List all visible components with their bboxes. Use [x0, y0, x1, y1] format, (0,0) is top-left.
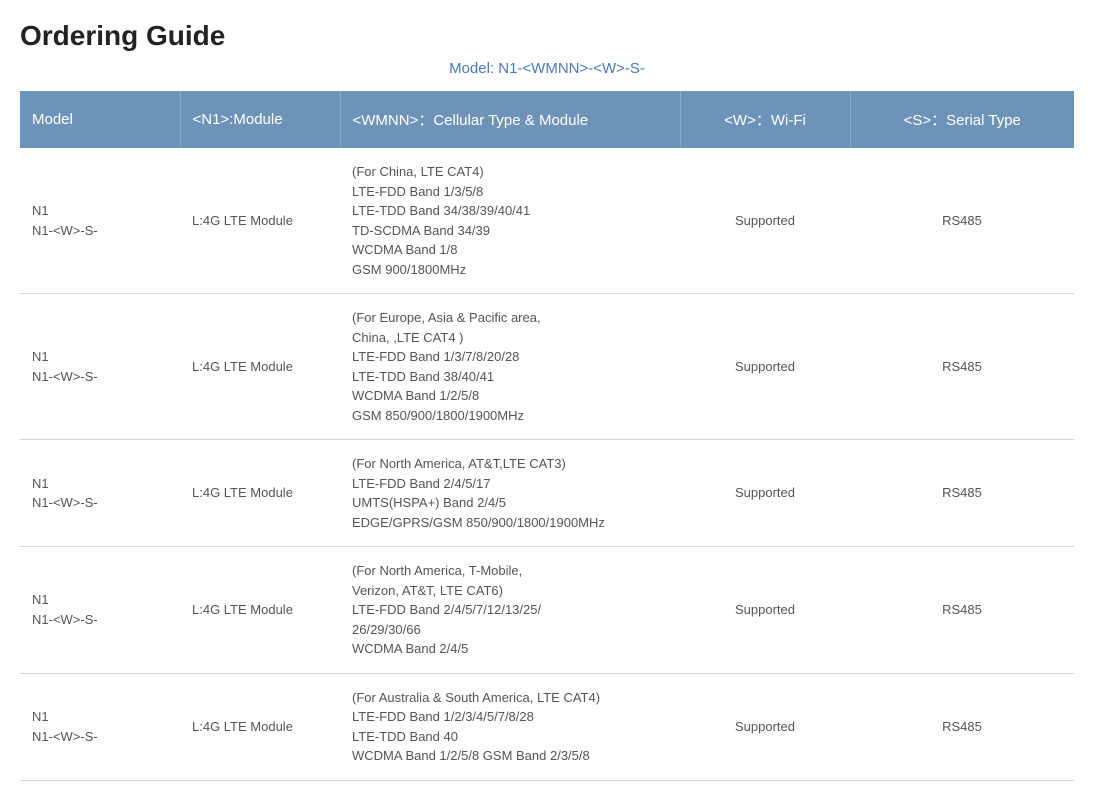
cell-module: L:4G LTE Module [180, 148, 340, 294]
cell-wifi: Supported [680, 673, 850, 780]
col-header-module: <N1>:Module [180, 91, 340, 148]
cell-cellular-line: LTE-FDD Band 1/3/5/8 [352, 182, 668, 202]
cell-cellular-line: LTE-TDD Band 40 [352, 727, 668, 747]
cell-cellular-line: TD-SCDMA Band 34/39 [352, 221, 668, 241]
cell-cellular-line: LTE-TDD Band 34/38/39/40/41 [352, 201, 668, 221]
cell-wifi: Supported [680, 547, 850, 674]
cell-module-line: L:4G LTE Module [192, 357, 328, 377]
cell-model-line: N1-<W>-S- [32, 493, 168, 513]
cell-cellular-line: WCDMA Band 1/8 [352, 240, 668, 260]
cell-module: L:4G LTE Module [180, 547, 340, 674]
cell-cellular: (For Europe, Asia & Pacific area,China, … [340, 294, 680, 440]
cell-model-line: N1 [32, 474, 168, 494]
cell-module-line: L:4G LTE Module [192, 483, 328, 503]
cell-model-line: N1-<W>-S- [32, 221, 168, 241]
table-row: N1N1-<W>-S- L:4G LTE Module (For China, LT… [20, 148, 1074, 294]
cell-cellular-line: (For Australia & South America, LTE CAT4… [352, 688, 668, 708]
col-header-model: Model [20, 91, 180, 148]
model-subtitle: Model: N1-<WMNN>-<W>-S- [20, 60, 1074, 77]
cell-model-line: N1 [32, 347, 168, 367]
cell-cellular-line: Verizon, AT&T, LTE CAT6) [352, 581, 668, 601]
cell-model: N1N1-<W>-S- [20, 440, 180, 547]
ordering-table: Model <N1>:Module <WMNN>：Cellular Type &… [20, 91, 1074, 781]
col-header-cellular: <WMNN>：Cellular Type & Module [340, 91, 680, 148]
cell-cellular-line: WCDMA Band 2/4/5 [352, 639, 668, 659]
cell-cellular-line: WCDMA Band 1/2/5/8 GSM Band 2/3/5/8 [352, 746, 668, 766]
cell-model: N1N1-<W>-S- [20, 547, 180, 674]
col-header-serial: <S>：Serial Type [850, 91, 1074, 148]
cell-cellular: (For North America, T-Mobile,Verizon, AT… [340, 547, 680, 674]
cell-module-line: L:4G LTE Module [192, 211, 328, 231]
cell-model-line: N1-<W>-S- [32, 727, 168, 747]
table-row: N1N1-<W>-S- L:4G LTE Module (For Europe, A… [20, 294, 1074, 440]
cell-module-line: L:4G LTE Module [192, 600, 328, 620]
cell-model-line: N1-<W>-S- [32, 367, 168, 387]
cell-module: L:4G LTE Module [180, 294, 340, 440]
cell-cellular-line: (For China, LTE CAT4) [352, 162, 668, 182]
cell-model-line: N1-<W>-S- [32, 610, 168, 630]
cell-module: L:4G LTE Module [180, 440, 340, 547]
table-row: N1N1-<W>-S- L:4G LTE Module (For Australia… [20, 673, 1074, 780]
cell-cellular-line: LTE-FDD Band 2/4/5/17 [352, 474, 668, 494]
cell-cellular-line: GSM 850/900/1800/1900MHz [352, 406, 668, 426]
cell-cellular-line: LTE-FDD Band 1/3/7/8/20/28 [352, 347, 668, 367]
cell-model-line: N1 [32, 201, 168, 221]
col-header-wifi: <W>：Wi-Fi [680, 91, 850, 148]
cell-cellular: (For China, LTE CAT4)LTE-FDD Band 1/3/5/… [340, 148, 680, 294]
cell-cellular-line: LTE-FDD Band 1/2/3/4/5/7/8/28 [352, 707, 668, 727]
cell-cellular-line: LTE-TDD Band 38/40/41 [352, 367, 668, 387]
cell-cellular-line: 26/29/30/66 [352, 620, 668, 640]
cell-cellular-line: (For Europe, Asia & Pacific area, [352, 308, 668, 328]
cell-serial: RS485 [850, 440, 1074, 547]
table-row: N1N1-<W>-S- L:4G LTE Module (For North Ame… [20, 547, 1074, 674]
cell-model: N1N1-<W>-S- [20, 148, 180, 294]
cell-serial: RS485 [850, 673, 1074, 780]
cell-model: N1N1-<W>-S- [20, 294, 180, 440]
cell-model: N1N1-<W>-S- [20, 673, 180, 780]
cell-model-line: N1 [32, 590, 168, 610]
cell-cellular-line: LTE-FDD Band 2/4/5/7/12/13/25/ [352, 600, 668, 620]
table-header-row: Model <N1>:Module <WMNN>：Cellular Type &… [20, 91, 1074, 148]
cell-serial: RS485 [850, 547, 1074, 674]
page-title: Ordering Guide [20, 20, 1074, 52]
cell-cellular-line: (For North America, T-Mobile, [352, 561, 668, 581]
cell-cellular-line: UMTS(HSPA+) Band 2/4/5 [352, 493, 668, 513]
cell-module-line: L:4G LTE Module [192, 717, 328, 737]
cell-model-line: N1 [32, 707, 168, 727]
cell-cellular-line: (For North America, AT&T,LTE CAT3) [352, 454, 668, 474]
cell-cellular-line: GSM 900/1800MHz [352, 260, 668, 280]
cell-cellular: (For North America, AT&T,LTE CAT3)LTE-FD… [340, 440, 680, 547]
cell-serial: RS485 [850, 148, 1074, 294]
cell-serial: RS485 [850, 294, 1074, 440]
cell-cellular-line: EDGE/GPRS/GSM 850/900/1800/1900MHz [352, 513, 668, 533]
cell-cellular-line: WCDMA Band 1/2/5/8 [352, 386, 668, 406]
cell-cellular: (For Australia & South America, LTE CAT4… [340, 673, 680, 780]
cell-cellular-line: China, ,LTE CAT4 ) [352, 328, 668, 348]
cell-module: L:4G LTE Module [180, 673, 340, 780]
cell-wifi: Supported [680, 148, 850, 294]
cell-wifi: Supported [680, 440, 850, 547]
table-row: N1N1-<W>-S- L:4G LTE Module (For North Ame… [20, 440, 1074, 547]
cell-wifi: Supported [680, 294, 850, 440]
